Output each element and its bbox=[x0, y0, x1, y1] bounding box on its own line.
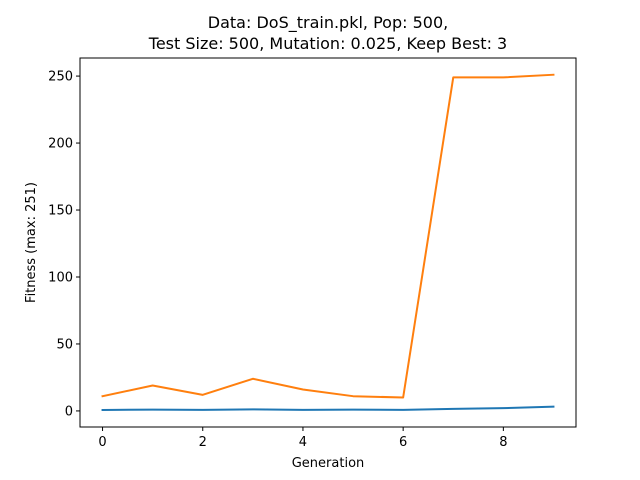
x-tick-label: 4 bbox=[299, 435, 307, 450]
y-tick-label: 100 bbox=[48, 270, 73, 285]
axes-frame bbox=[79, 57, 577, 428]
y-tick-label: 150 bbox=[48, 204, 73, 219]
y-tick-label: 250 bbox=[48, 70, 73, 85]
series-line-2 bbox=[101, 73, 555, 399]
y-axis-label: Fitness (max: 251) bbox=[24, 182, 39, 303]
x-tick-label: 8 bbox=[499, 435, 507, 450]
y-tick-label: 50 bbox=[56, 337, 73, 352]
series-line-1 bbox=[101, 405, 555, 411]
x-axis-label: Generation bbox=[292, 456, 365, 471]
x-axis: 0 2 4 6 8 bbox=[98, 427, 507, 450]
chart-title-line1: Data: DoS_train.pkl, Pop: 500, bbox=[208, 13, 448, 33]
y-tick-label: 200 bbox=[48, 137, 73, 152]
x-tick-label: 0 bbox=[98, 435, 106, 450]
y-axis: 0 50 100 150 200 250 bbox=[48, 70, 80, 419]
x-tick-label: 2 bbox=[199, 435, 207, 450]
plot-area bbox=[101, 73, 555, 411]
chart-title-line2: Test Size: 500, Mutation: 0.025, Keep Be… bbox=[148, 34, 507, 53]
x-tick-label: 6 bbox=[399, 435, 407, 450]
y-tick-label: 0 bbox=[65, 404, 73, 419]
